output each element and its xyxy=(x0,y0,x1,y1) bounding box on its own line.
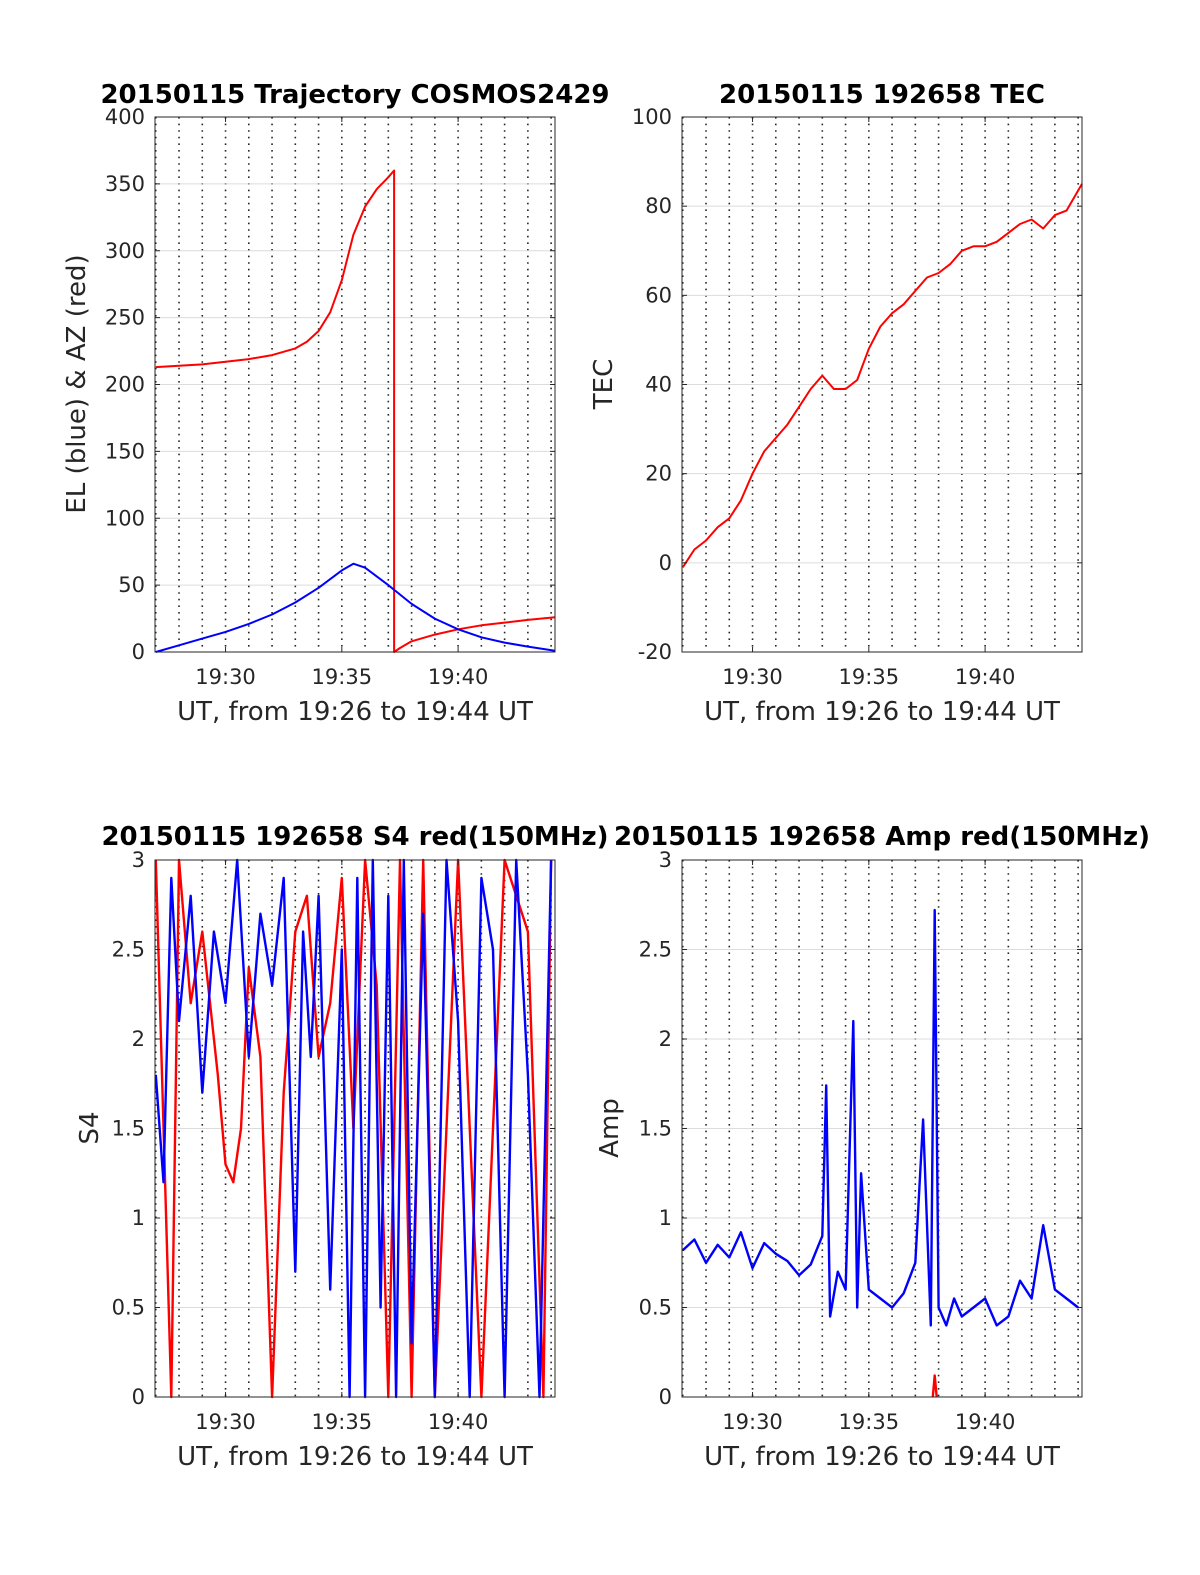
y-axis-label: TEC xyxy=(589,359,619,410)
y-tick-label: 50 xyxy=(118,573,145,597)
y-tick-label: 350 xyxy=(105,172,145,196)
y-tick-label: 0 xyxy=(132,640,145,664)
y-tick-label: 20 xyxy=(645,462,672,486)
y-axis-label: S4 xyxy=(75,1111,105,1144)
chart-title: 20150115 Trajectory COSMOS2429 xyxy=(100,80,609,110)
chart-title: 20150115 192658 Amp red(150MHz) xyxy=(614,822,1150,852)
y-tick-label: 0.5 xyxy=(112,1296,145,1320)
y-tick-label: 200 xyxy=(105,373,145,397)
x-axis-label: UT, from 19:26 to 19:44 UT xyxy=(704,1442,1060,1472)
y-tick-label: 0.5 xyxy=(639,1296,672,1320)
series-line xyxy=(155,562,556,653)
series-layer xyxy=(155,169,556,653)
y-tick-label: 0 xyxy=(659,1385,672,1409)
tick-layer: 0 0.5 1 1.5 2 2.5 3 19:30 19:35 19:40 xyxy=(639,848,1082,1434)
tick-layer: 0 50 100 150 200 250 300 350 400 19:30 19:35 19:40 xyxy=(105,105,555,689)
y-tick-label: 2.5 xyxy=(639,938,672,962)
x-tick-label: 19:40 xyxy=(955,1410,1016,1434)
x-tick-label: 19:30 xyxy=(722,665,783,689)
y-tick-label: 60 xyxy=(645,283,672,307)
series-line xyxy=(154,858,553,1399)
y-tick-label: 1 xyxy=(132,1206,145,1230)
y-axis-label: Amp xyxy=(595,1098,625,1158)
x-axis-label: UT, from 19:26 to 19:44 UT xyxy=(704,697,1060,727)
y-tick-label: 0 xyxy=(659,551,672,575)
x-tick-label: 19:35 xyxy=(839,665,900,689)
chart-title: 20150115 192658 TEC xyxy=(719,80,1045,110)
y-tick-label: -20 xyxy=(638,640,672,664)
chart-title: 20150115 192658 S4 red(150MHz) xyxy=(101,822,608,852)
s4-panel: 0 0.5 1 1.5 2 2.5 3 19:30 19:35 19:40 20150115 19… xyxy=(75,822,609,1472)
x-tick-label: 19:35 xyxy=(839,1410,900,1434)
y-tick-label: 1.5 xyxy=(639,1117,672,1141)
y-tick-label: 2 xyxy=(132,1027,145,1051)
y-axis-label: EL (blue) & AZ (red) xyxy=(62,254,92,513)
x-axis-label: UT, from 19:26 to 19:44 UT xyxy=(177,1442,533,1472)
tick-layer: -20 0 20 40 60 80 100 19:30 19:35 19:40 xyxy=(632,105,1082,689)
x-tick-label: 19:40 xyxy=(428,1410,489,1434)
tec-panel: -20 0 20 40 60 80 100 19:30 19:35 19:40 20150115 … xyxy=(589,80,1083,727)
y-tick-label: 150 xyxy=(105,439,145,463)
y-tick-label: 3 xyxy=(132,848,145,872)
y-tick-label: 1.5 xyxy=(112,1117,145,1141)
series-layer xyxy=(681,908,1079,1398)
amp-panel: 0 0.5 1 1.5 2 2.5 3 19:30 19:35 19:40 20150115 19… xyxy=(595,822,1150,1472)
y-tick-label: 2 xyxy=(659,1027,672,1051)
series-line xyxy=(681,183,1083,568)
x-tick-label: 19:30 xyxy=(195,1410,256,1434)
x-tick-label: 19:35 xyxy=(312,1410,373,1434)
x-tick-label: 19:30 xyxy=(195,665,256,689)
y-tick-label: 100 xyxy=(105,506,145,530)
y-tick-label: 250 xyxy=(105,306,145,330)
x-tick-label: 19:30 xyxy=(722,1410,783,1434)
y-tick-label: 80 xyxy=(645,194,672,218)
y-tick-label: 40 xyxy=(645,373,672,397)
y-tick-label: 300 xyxy=(105,239,145,263)
y-tick-label: 400 xyxy=(105,105,145,129)
series-line xyxy=(681,908,1079,1327)
y-tick-label: 2.5 xyxy=(112,938,145,962)
x-tick-label: 19:40 xyxy=(955,665,1016,689)
x-tick-label: 19:35 xyxy=(312,665,373,689)
series-line xyxy=(154,858,553,1399)
y-tick-label: 1 xyxy=(659,1206,672,1230)
series-line xyxy=(931,1374,938,1398)
series-layer xyxy=(154,858,553,1399)
y-tick-label: 100 xyxy=(632,105,672,129)
tick-layer: 0 0.5 1 1.5 2 2.5 3 19:30 19:35 19:40 xyxy=(112,848,555,1434)
x-axis-label: UT, from 19:26 to 19:44 UT xyxy=(177,697,533,727)
y-tick-label: 3 xyxy=(659,848,672,872)
series-layer xyxy=(681,183,1083,568)
y-tick-label: 0 xyxy=(132,1385,145,1409)
x-tick-label: 19:40 xyxy=(428,665,489,689)
